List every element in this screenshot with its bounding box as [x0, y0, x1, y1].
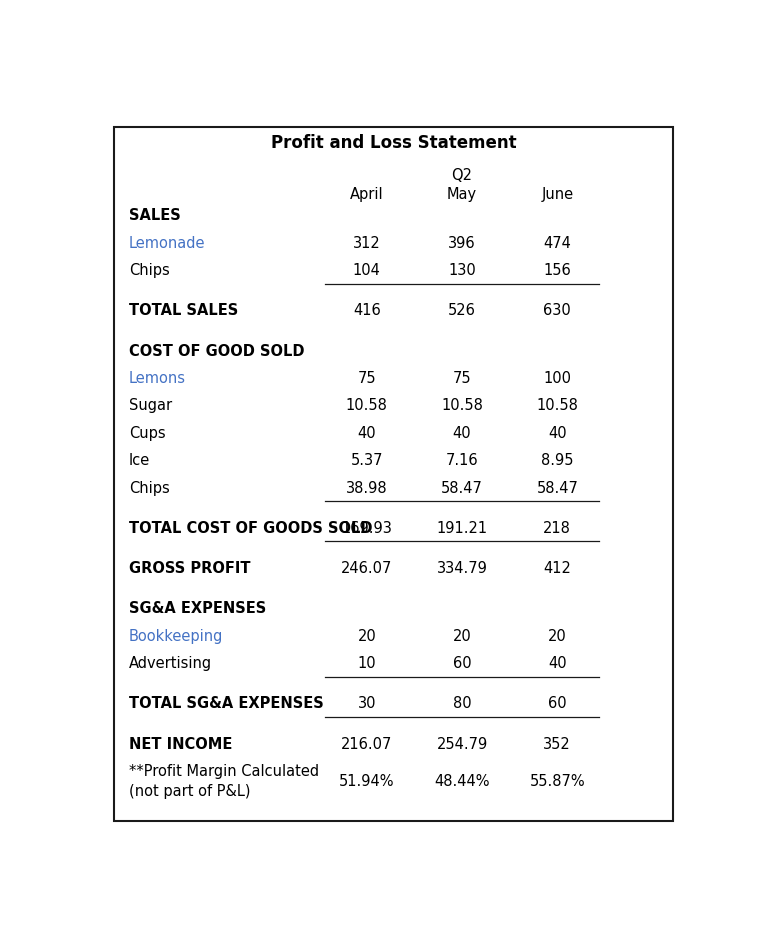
Text: 10: 10: [357, 656, 376, 671]
Text: 10.58: 10.58: [346, 398, 388, 413]
Text: 40: 40: [548, 656, 567, 671]
Text: 48.44%: 48.44%: [434, 774, 490, 789]
Text: NET INCOME: NET INCOME: [129, 737, 232, 752]
Text: 8.95: 8.95: [541, 453, 574, 468]
Text: May: May: [447, 187, 477, 202]
Text: 100: 100: [543, 371, 571, 386]
Text: 216.07: 216.07: [341, 737, 392, 752]
Text: Cups: Cups: [129, 425, 165, 440]
Text: 104: 104: [353, 263, 381, 278]
Text: 246.07: 246.07: [341, 561, 392, 576]
Text: 40: 40: [357, 425, 376, 440]
Text: Profit and Loss Statement: Profit and Loss Statement: [271, 134, 516, 152]
Text: Q2: Q2: [452, 168, 472, 183]
Text: 75: 75: [452, 371, 472, 386]
Text: COST OF GOOD SOLD: COST OF GOOD SOLD: [129, 344, 304, 359]
Text: June: June: [541, 187, 574, 202]
Text: 130: 130: [449, 263, 476, 278]
Text: 169.93: 169.93: [342, 521, 392, 536]
Text: Lemonade: Lemonade: [129, 236, 205, 251]
Text: 30: 30: [358, 697, 376, 712]
Text: 51.94%: 51.94%: [339, 774, 395, 789]
Text: Sugar: Sugar: [129, 398, 172, 413]
Text: GROSS PROFIT: GROSS PROFIT: [129, 561, 250, 576]
Text: 20: 20: [357, 629, 376, 644]
Text: 20: 20: [548, 629, 567, 644]
Text: TOTAL SG&A EXPENSES: TOTAL SG&A EXPENSES: [129, 697, 323, 712]
Text: Ice: Ice: [129, 453, 150, 468]
Text: TOTAL COST OF GOODS SOLD: TOTAL COST OF GOODS SOLD: [129, 521, 372, 536]
Text: 58.47: 58.47: [441, 481, 483, 496]
Text: 412: 412: [543, 561, 571, 576]
Text: 10.58: 10.58: [441, 398, 483, 413]
Text: 40: 40: [548, 425, 567, 440]
Text: 58.47: 58.47: [536, 481, 578, 496]
Text: 396: 396: [449, 236, 476, 251]
Text: 10.58: 10.58: [536, 398, 578, 413]
Text: 38.98: 38.98: [346, 481, 388, 496]
Text: 80: 80: [452, 697, 472, 712]
Text: 352: 352: [544, 737, 571, 752]
Text: 630: 630: [544, 303, 571, 319]
Text: Chips: Chips: [129, 263, 170, 278]
Text: 474: 474: [543, 236, 571, 251]
Text: Lemons: Lemons: [129, 371, 186, 386]
Text: 60: 60: [548, 697, 567, 712]
FancyBboxPatch shape: [114, 126, 674, 821]
Text: (not part of P&L): (not part of P&L): [129, 784, 250, 799]
Text: 191.21: 191.21: [436, 521, 488, 536]
Text: April: April: [350, 187, 384, 202]
Text: Advertising: Advertising: [129, 656, 212, 671]
Text: 254.79: 254.79: [436, 737, 488, 752]
Text: 60: 60: [452, 656, 472, 671]
Text: SALES: SALES: [129, 209, 180, 223]
Text: 312: 312: [353, 236, 381, 251]
Text: 218: 218: [543, 521, 571, 536]
Text: SG&A EXPENSES: SG&A EXPENSES: [129, 601, 266, 616]
Text: 7.16: 7.16: [445, 453, 478, 468]
Text: Bookkeeping: Bookkeeping: [129, 629, 223, 644]
Text: 334.79: 334.79: [437, 561, 488, 576]
Text: Chips: Chips: [129, 481, 170, 496]
Text: 75: 75: [357, 371, 376, 386]
Text: 55.87%: 55.87%: [529, 774, 585, 789]
Text: TOTAL SALES: TOTAL SALES: [129, 303, 238, 319]
Text: 5.37: 5.37: [350, 453, 383, 468]
Text: 40: 40: [452, 425, 472, 440]
Text: 156: 156: [544, 263, 571, 278]
Text: 20: 20: [452, 629, 472, 644]
Text: **Profit Margin Calculated: **Profit Margin Calculated: [129, 764, 319, 779]
Text: 416: 416: [353, 303, 381, 319]
Text: 526: 526: [448, 303, 476, 319]
